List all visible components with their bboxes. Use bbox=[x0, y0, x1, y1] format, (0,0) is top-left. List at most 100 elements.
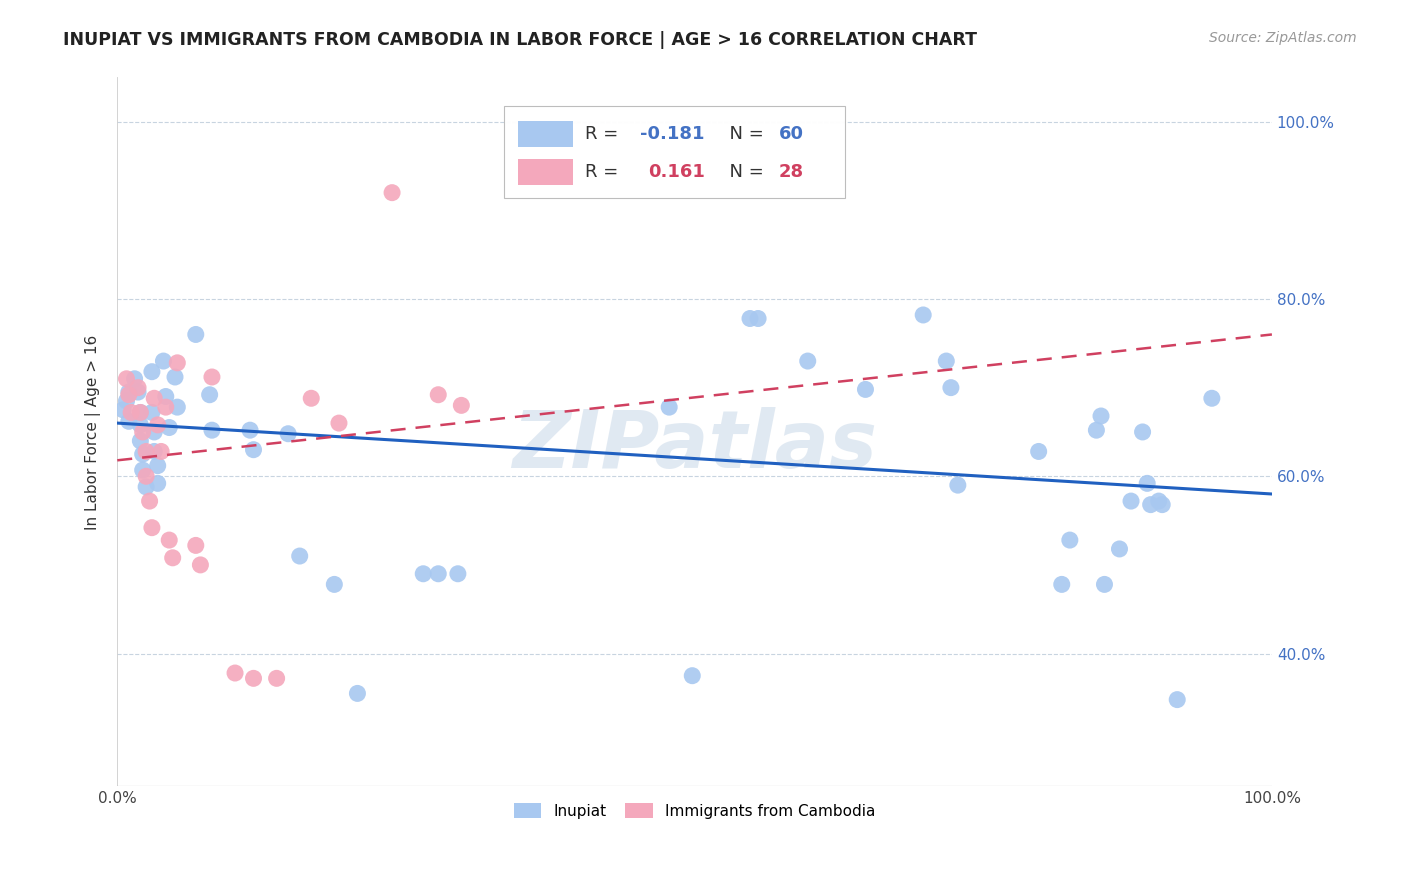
Point bbox=[141, 405, 163, 419]
Text: Source: ZipAtlas.com: Source: ZipAtlas.com bbox=[1209, 31, 1357, 45]
Point bbox=[143, 425, 166, 439]
Text: INUPIAT VS IMMIGRANTS FROM CAMBODIA IN LABOR FORCE | AGE > 16 CORRELATION CHART: INUPIAT VS IMMIGRANTS FROM CAMBODIA IN L… bbox=[63, 31, 977, 49]
Legend: Inupiat, Immigrants from Cambodia: Inupiat, Immigrants from Cambodia bbox=[508, 797, 882, 825]
Point bbox=[323, 577, 346, 591]
Point bbox=[328, 416, 350, 430]
Point bbox=[1132, 425, 1154, 439]
Point bbox=[1094, 577, 1116, 591]
Point bbox=[242, 442, 264, 457]
Point bbox=[796, 354, 818, 368]
Point bbox=[135, 469, 157, 483]
Point bbox=[131, 463, 153, 477]
Point bbox=[1119, 494, 1142, 508]
Point bbox=[1050, 577, 1073, 591]
Point bbox=[166, 356, 188, 370]
Point bbox=[201, 370, 224, 384]
Point bbox=[427, 388, 450, 402]
Point bbox=[381, 186, 404, 200]
Point bbox=[184, 538, 207, 552]
Point bbox=[747, 311, 769, 326]
Point bbox=[118, 388, 141, 402]
Point bbox=[1147, 494, 1170, 508]
Point bbox=[239, 423, 262, 437]
Point bbox=[115, 393, 138, 408]
Point bbox=[120, 405, 142, 419]
Point bbox=[1136, 476, 1159, 491]
Point bbox=[1152, 498, 1174, 512]
Point bbox=[450, 398, 472, 412]
Point bbox=[935, 354, 957, 368]
Point bbox=[155, 400, 177, 414]
Point bbox=[855, 383, 877, 397]
Text: 28: 28 bbox=[779, 162, 804, 181]
Point bbox=[166, 400, 188, 414]
Point bbox=[135, 480, 157, 494]
Point bbox=[738, 311, 761, 326]
Point bbox=[141, 365, 163, 379]
Text: N =: N = bbox=[717, 162, 769, 181]
Point bbox=[946, 478, 969, 492]
Bar bbox=[517, 121, 574, 147]
Point bbox=[129, 405, 152, 419]
Point bbox=[115, 372, 138, 386]
Point bbox=[150, 444, 173, 458]
Point bbox=[127, 385, 149, 400]
Point bbox=[146, 476, 169, 491]
Point bbox=[658, 400, 681, 414]
Point bbox=[118, 385, 141, 400]
Point bbox=[1028, 444, 1050, 458]
Point bbox=[299, 392, 322, 406]
Point bbox=[412, 566, 434, 581]
Point bbox=[224, 666, 246, 681]
FancyBboxPatch shape bbox=[505, 106, 845, 198]
Point bbox=[131, 425, 153, 439]
Point bbox=[138, 494, 160, 508]
Text: N =: N = bbox=[717, 125, 769, 143]
Point bbox=[1201, 392, 1223, 406]
Point bbox=[118, 414, 141, 428]
Point bbox=[681, 668, 703, 682]
Point bbox=[143, 444, 166, 458]
Point bbox=[131, 447, 153, 461]
Text: R =: R = bbox=[585, 125, 624, 143]
Point bbox=[939, 381, 962, 395]
Point bbox=[129, 405, 152, 419]
Point bbox=[124, 372, 146, 386]
Point bbox=[157, 533, 180, 547]
Point bbox=[129, 434, 152, 448]
Point bbox=[152, 354, 174, 368]
Point bbox=[141, 521, 163, 535]
Text: ZIPatlas: ZIPatlas bbox=[512, 407, 877, 485]
Text: -0.181: -0.181 bbox=[640, 125, 704, 143]
Point bbox=[155, 390, 177, 404]
Point bbox=[447, 566, 470, 581]
Point bbox=[1059, 533, 1081, 547]
Point bbox=[146, 417, 169, 432]
Point bbox=[112, 402, 135, 417]
Point bbox=[157, 420, 180, 434]
Point bbox=[190, 558, 212, 572]
Point bbox=[162, 550, 184, 565]
Point bbox=[135, 444, 157, 458]
Point bbox=[129, 417, 152, 432]
Point bbox=[163, 370, 186, 384]
Point bbox=[184, 327, 207, 342]
Point bbox=[127, 381, 149, 395]
Point bbox=[1085, 423, 1108, 437]
Point bbox=[1090, 409, 1112, 423]
Point bbox=[146, 458, 169, 473]
Y-axis label: In Labor Force | Age > 16: In Labor Force | Age > 16 bbox=[86, 334, 101, 530]
Text: 0.161: 0.161 bbox=[648, 162, 706, 181]
Point bbox=[1108, 541, 1130, 556]
Point bbox=[912, 308, 935, 322]
Point bbox=[288, 549, 311, 563]
Point bbox=[266, 671, 288, 685]
Point bbox=[1139, 498, 1161, 512]
Point bbox=[277, 426, 299, 441]
Point bbox=[242, 671, 264, 685]
Point bbox=[143, 392, 166, 406]
Bar bbox=[517, 159, 574, 185]
Point bbox=[427, 566, 450, 581]
Point bbox=[1166, 692, 1188, 706]
Point bbox=[346, 686, 368, 700]
